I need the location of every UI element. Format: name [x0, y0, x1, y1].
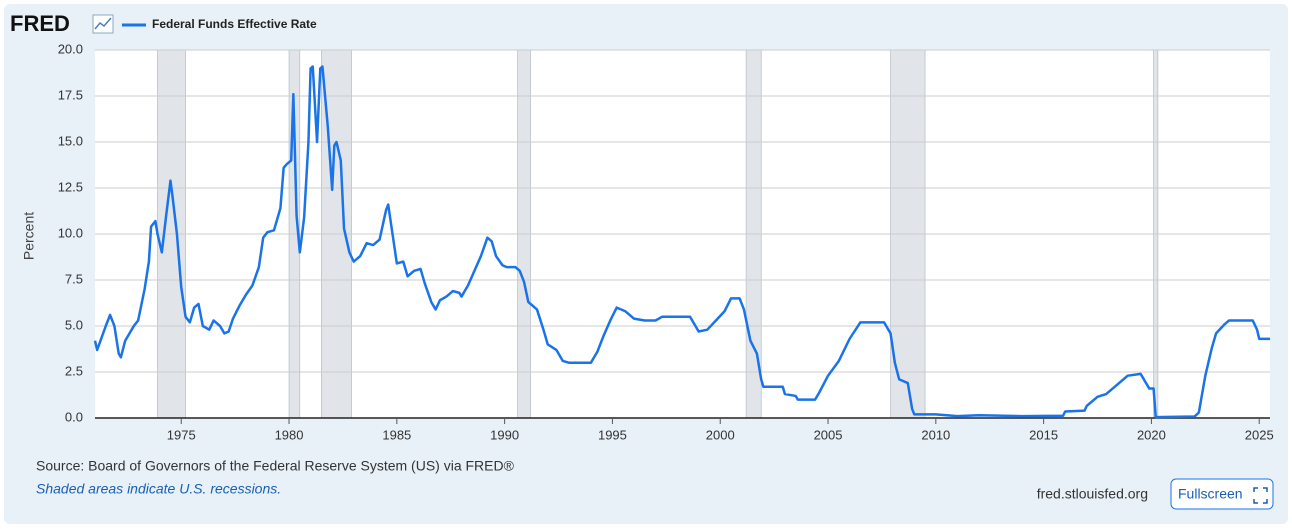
- legend-label: Federal Funds Effective Rate: [152, 17, 317, 31]
- x-tick-label: 2010: [921, 427, 950, 442]
- y-tick-label: 17.5: [58, 87, 83, 102]
- plot: 0.0 2.5 5.0 7.5 10.0 12.5 15.0 17.5 20.0 1975 1980…: [58, 41, 1274, 442]
- x-tick-label: 2005: [814, 427, 843, 442]
- fullscreen-button[interactable]: Fullscreen: [1170, 478, 1274, 510]
- site: fred.stlouisfed.org: [1037, 486, 1148, 502]
- y-tick-label: 20.0: [58, 41, 83, 56]
- x-tick-label: 2015: [1029, 427, 1058, 442]
- x-tick-label: 1975: [167, 427, 196, 442]
- x-tick-label: 2025: [1245, 427, 1274, 442]
- x-tick-label: 1995: [598, 427, 627, 442]
- x-tick-label: 2020: [1137, 427, 1166, 442]
- y-tick-label: 12.5: [58, 179, 83, 194]
- x-tick-label: 1980: [275, 427, 304, 442]
- source: Source: Board of Governors of the Federa…: [36, 458, 515, 474]
- note: Shaded areas indicate U.S. recessions.: [36, 481, 281, 497]
- logo-icon: [92, 14, 114, 34]
- x-tick-label: 2000: [706, 427, 735, 442]
- logo: FRED: [10, 11, 70, 36]
- button-label[interactable]: Fullscreen: [1178, 486, 1243, 502]
- y-tick-label: 15.0: [58, 133, 83, 148]
- y-tick-label: 0.0: [65, 409, 83, 424]
- y-tick-label: 7.5: [65, 271, 83, 286]
- x-tick-label: 1985: [382, 427, 411, 442]
- y-tick-label: 2.5: [65, 363, 83, 378]
- line: [93, 65, 1270, 419]
- y-axis-label: Percent: [21, 212, 37, 260]
- y-tick-label: 5.0: [65, 317, 83, 332]
- y-tick-label: 10.0: [58, 225, 83, 240]
- x-tick-label: 1990: [490, 427, 519, 442]
